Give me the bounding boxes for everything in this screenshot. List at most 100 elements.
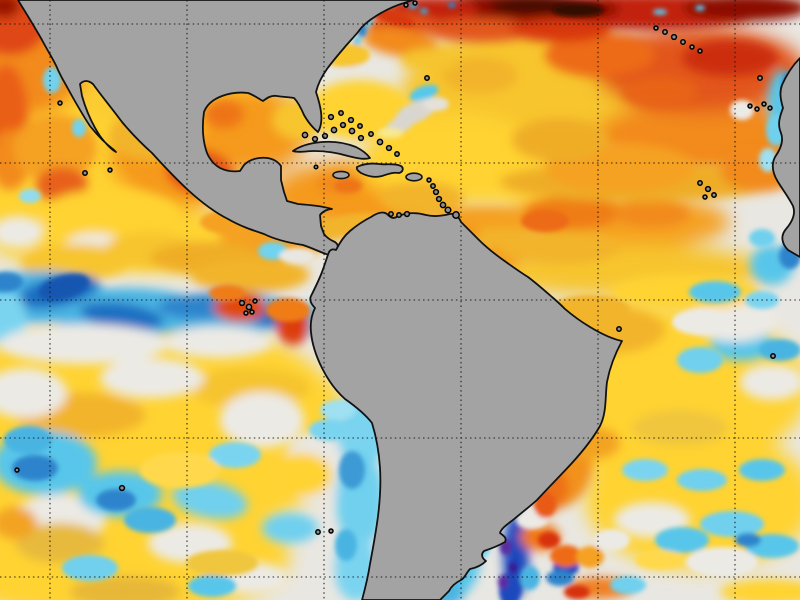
islet [357, 123, 363, 129]
islet [747, 103, 753, 109]
land-mass [292, 140, 371, 160]
anomaly-blob [622, 459, 668, 481]
islet [243, 310, 249, 316]
anomaly-blob [730, 100, 754, 120]
anomaly-blob [140, 452, 220, 488]
anomaly-blob [0, 507, 37, 539]
anomaly-blob [172, 481, 248, 519]
islet [321, 132, 329, 140]
islet [376, 138, 384, 146]
islet [412, 0, 418, 6]
anomaly-blob [262, 513, 318, 543]
anomaly-blob [0, 272, 23, 292]
anomaly-blob [655, 527, 709, 553]
islet [385, 144, 393, 152]
anomaly-blob [320, 400, 356, 420]
anomaly-blob [512, 118, 608, 162]
anomaly-blob [4, 426, 52, 454]
islet [368, 131, 374, 137]
anomaly-blob [186, 550, 258, 576]
anomaly-blob [759, 339, 800, 361]
anomaly-blob [672, 309, 728, 335]
islet [452, 211, 460, 219]
islet [680, 39, 686, 45]
islet [347, 116, 355, 124]
anomaly-blob [545, 33, 655, 77]
anomaly-blob [309, 419, 351, 441]
islet [697, 180, 703, 186]
anomaly-blob [683, 0, 800, 21]
anomaly-blob [62, 555, 118, 581]
anomaly-blob [610, 576, 646, 594]
islet [767, 105, 773, 111]
anomaly-blob [70, 576, 180, 600]
anomaly-blob [204, 100, 244, 128]
islet [357, 134, 365, 142]
islet [761, 101, 767, 107]
islet [245, 303, 253, 311]
anomaly-blob [268, 453, 332, 497]
anomaly-blob [498, 575, 508, 589]
islet [238, 299, 246, 307]
anomaly-blob [409, 84, 439, 102]
anomaly-blob [614, 201, 690, 227]
anomaly-blob [720, 579, 800, 600]
anomaly-blob [677, 469, 727, 491]
islet [388, 211, 394, 217]
islet [348, 127, 356, 135]
anomaly-blob [16, 523, 104, 563]
anomaly-blob [209, 285, 245, 301]
islet [426, 177, 432, 183]
islet [339, 121, 347, 129]
islet [396, 212, 402, 218]
anomaly-blob [80, 301, 164, 331]
islet [770, 353, 776, 359]
islet [444, 206, 452, 214]
islet [311, 135, 319, 143]
anomaly-blob [695, 5, 705, 11]
anomaly-blob [124, 507, 176, 533]
landmass-layer [17, 0, 800, 600]
anomaly-blob [377, 128, 403, 138]
islet [249, 309, 255, 315]
islet [670, 33, 678, 41]
islet [327, 113, 335, 121]
anomaly-blob [739, 459, 785, 481]
islet [662, 29, 668, 35]
anomaly-blob [339, 451, 365, 489]
anomaly-blob [40, 189, 180, 241]
anomaly-blob [335, 529, 357, 561]
anomaly-blob [423, 97, 449, 111]
anomaly-blob [632, 410, 728, 446]
anomaly-blob [100, 358, 204, 398]
anomaly-blob [448, 2, 456, 8]
anomaly-blob [677, 347, 723, 373]
anomaly-blob [635, 550, 685, 570]
islet [315, 529, 321, 535]
anomaly-blob [420, 8, 428, 14]
anomaly-blob [594, 529, 630, 551]
islet [107, 167, 113, 173]
anomaly-blob [96, 489, 136, 511]
anomaly-blob [500, 232, 620, 264]
anomaly-blob [19, 189, 41, 203]
islet [430, 183, 436, 189]
anomaly-blob [266, 298, 310, 322]
anomaly-blob [12, 455, 58, 481]
islet [403, 210, 411, 218]
anomaly-blob [735, 533, 761, 547]
islet [338, 110, 344, 116]
anomaly-blob [72, 119, 86, 137]
anomaly-blob [622, 76, 698, 108]
anomaly-blob [20, 244, 130, 280]
islet [82, 170, 88, 176]
islet [118, 484, 126, 492]
islet [301, 131, 309, 139]
anomaly-blob [400, 48, 460, 72]
anomaly-blob [564, 585, 590, 599]
anomaly-blob [0, 216, 44, 248]
island [332, 170, 350, 180]
